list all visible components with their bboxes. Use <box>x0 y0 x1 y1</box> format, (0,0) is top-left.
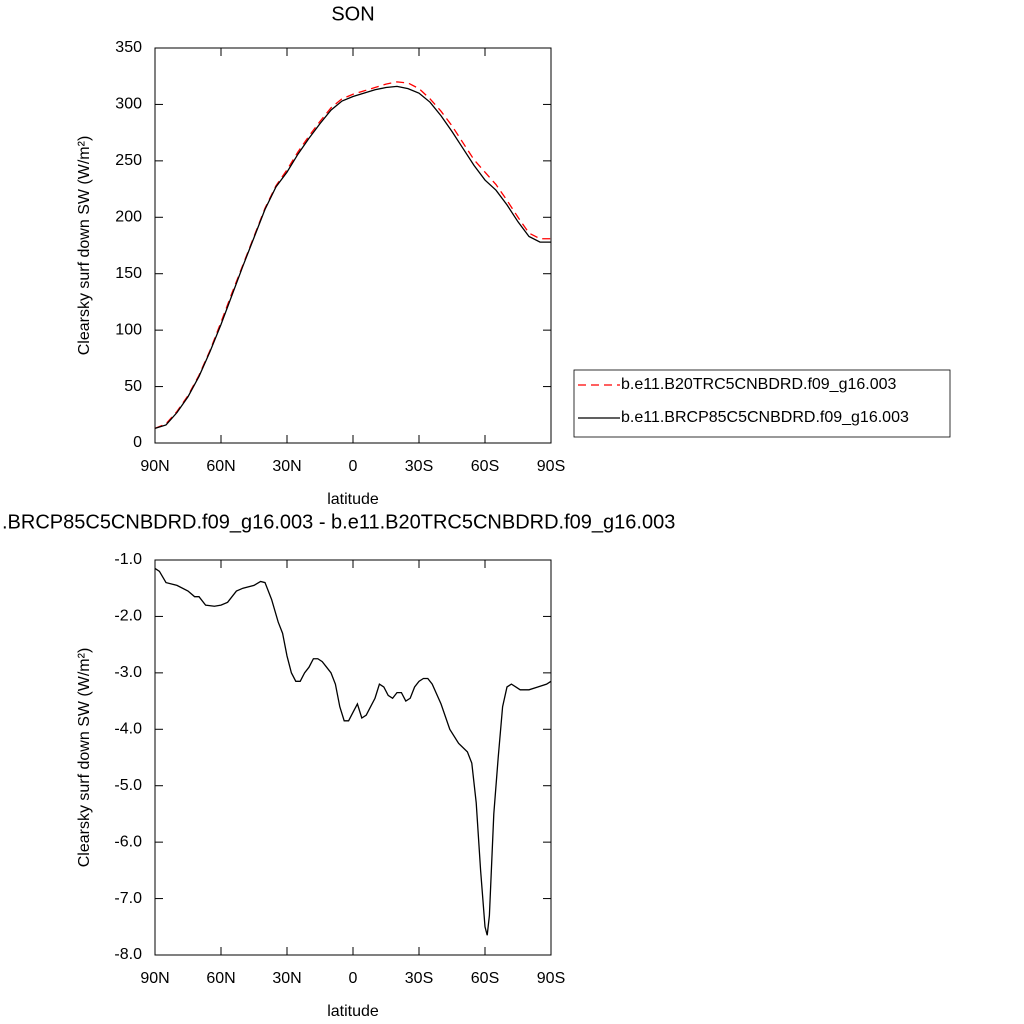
x-tick-label: 60N <box>206 458 235 475</box>
chart-title: .BRCP85C5CNBDRD.f09_g16.003 - b.e11.B20T… <box>2 511 675 533</box>
y-tick-label: -5.0 <box>114 777 142 794</box>
legend-box <box>573 369 951 438</box>
y-tick-label: -1.0 <box>114 551 142 568</box>
x-tick-label: 30N <box>272 458 301 475</box>
x-tick-label: 90N <box>140 970 169 987</box>
x-tick-label: 0 <box>349 458 358 475</box>
plot-frame <box>154 559 552 956</box>
x-tick-label: 30N <box>272 970 301 987</box>
y-tick-label: -2.0 <box>114 608 142 625</box>
x-tick-label: 30S <box>405 970 433 987</box>
data-line <box>154 567 552 936</box>
y-tick-label: -4.0 <box>114 721 142 738</box>
y-tick-label: -7.0 <box>114 890 142 907</box>
x-tick-label: 60N <box>206 970 235 987</box>
y-tick-label: 300 <box>115 96 142 113</box>
y-tick-label: -8.0 <box>114 946 142 963</box>
legend-label: b.e11.BRCP85C5CNBDRD.f09_g16.003 <box>621 409 909 426</box>
x-tick-label: 90N <box>140 458 169 475</box>
y-tick-label: -6.0 <box>114 833 142 850</box>
y-axis-label: Clearsky surf down SW (W/m²) <box>76 648 93 868</box>
y-tick-label: 200 <box>115 209 142 226</box>
x-axis-label: latitude <box>327 1003 379 1020</box>
data-line <box>154 81 551 429</box>
y-tick-label: 150 <box>115 265 142 282</box>
y-tick-label: 350 <box>115 39 142 56</box>
y-tick-label: -3.0 <box>114 664 142 681</box>
x-axis-label: latitude <box>327 491 379 508</box>
y-axis-label: Clearsky surf down SW (W/m²) <box>76 136 93 356</box>
y-tick-label: 250 <box>115 152 142 169</box>
x-tick-label: 30S <box>405 458 433 475</box>
data-line <box>154 85 551 429</box>
x-tick-label: 90S <box>537 458 565 475</box>
y-tick-label: 50 <box>124 378 142 395</box>
y-tick-label: 100 <box>115 321 142 338</box>
x-tick-label: 60S <box>471 458 499 475</box>
plot-frame <box>154 47 552 444</box>
legend-label: b.e11.B20TRC5CNBDRD.f09_g16.003 <box>621 376 897 393</box>
x-tick-label: 0 <box>349 970 358 987</box>
chart-title: SON <box>331 3 374 25</box>
x-tick-label: 60S <box>471 970 499 987</box>
x-tick-label: 90S <box>537 970 565 987</box>
y-tick-label: 0 <box>133 434 142 451</box>
